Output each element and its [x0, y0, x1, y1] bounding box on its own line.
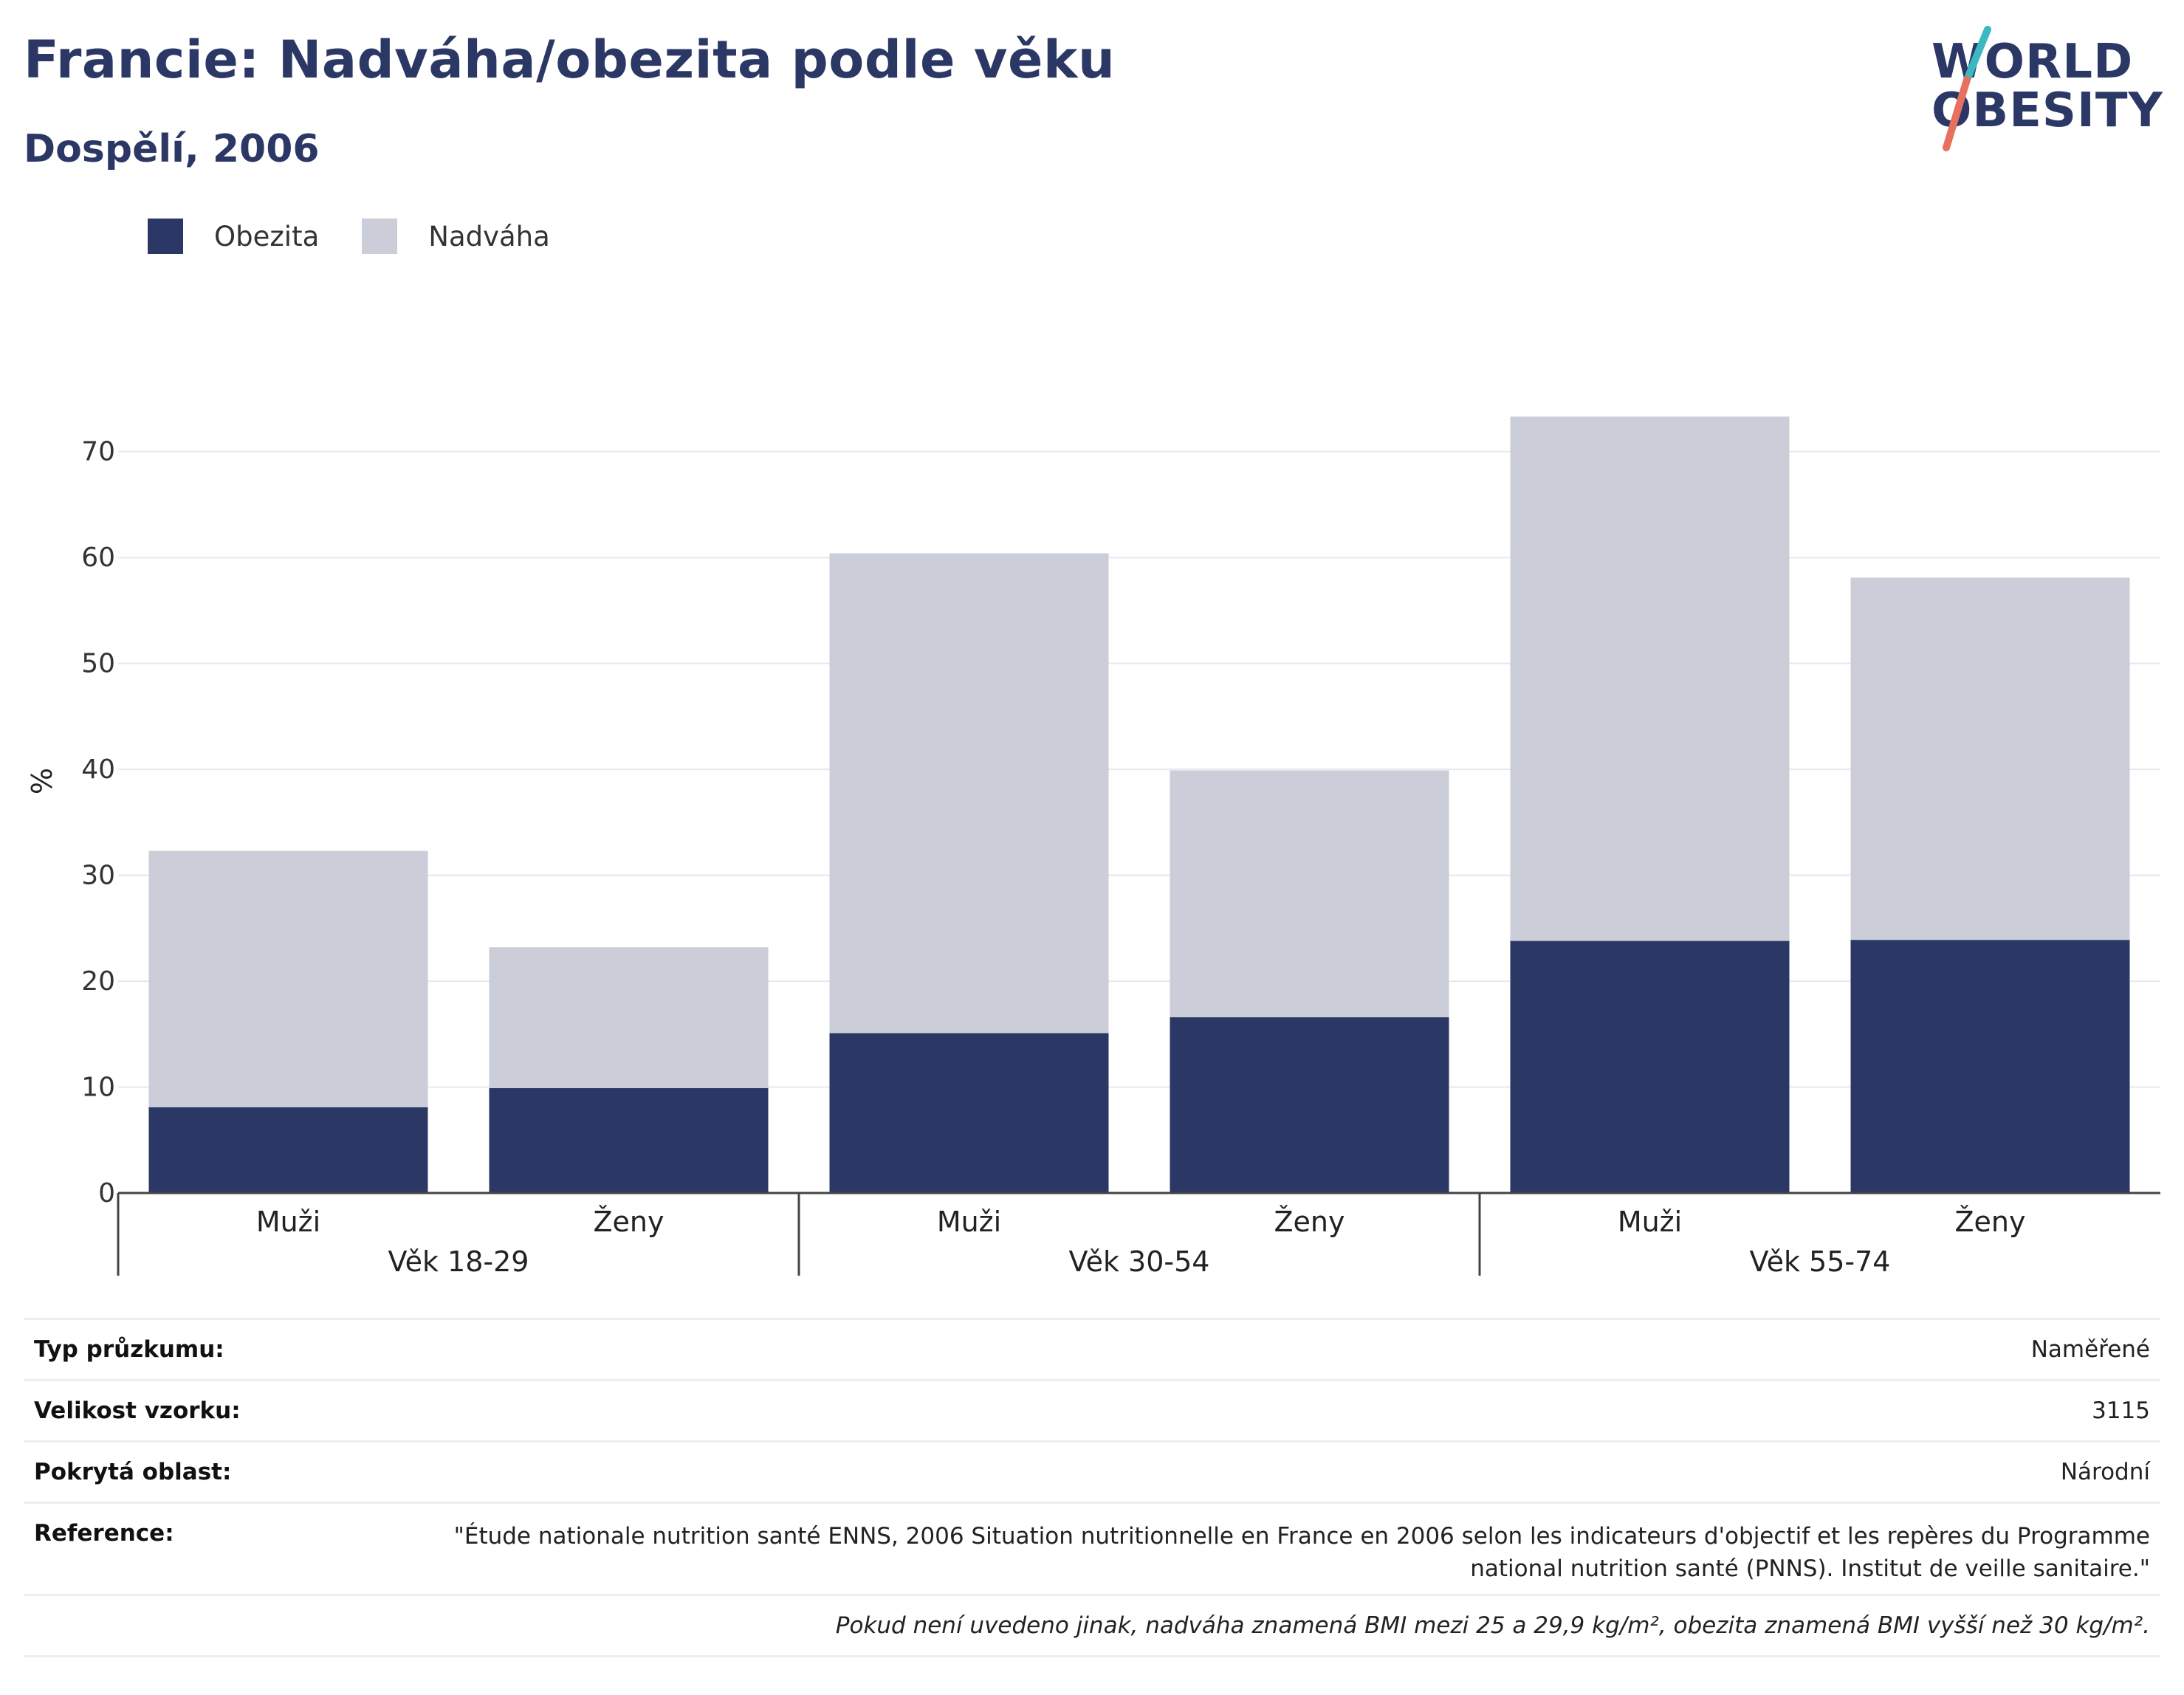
x-category-label: Ženy [1274, 1206, 1345, 1238]
y-tick-label: 60 [81, 543, 115, 573]
survey-info-table: Typ průzkumu: Naměřené Velikost vzorku: … [24, 1318, 2160, 1657]
y-tick-label: 40 [81, 754, 115, 785]
bar-nadvaha [148, 850, 428, 1107]
info-row-bmi-note: Pokud není uvedeno jinak, nadváha znamen… [24, 1594, 2160, 1655]
bar-nadvaha [1170, 770, 1449, 1017]
bar-obezita [1170, 1017, 1449, 1193]
info-row-sample-size: Velikost vzorku: 3115 [24, 1379, 2160, 1440]
info-row-reference: Reference: "Étude nationale nutrition sa… [24, 1502, 2160, 1594]
bar-obezita [829, 1033, 1109, 1193]
info-label: Pokrytá oblast: [34, 1459, 232, 1485]
legend-swatch-obezita [148, 219, 183, 254]
bar-obezita [1510, 941, 1790, 1193]
bar-obezita [1850, 940, 2130, 1193]
y-tick-label: 20 [81, 966, 115, 997]
x-group-label: Věk 30-54 [1069, 1245, 1210, 1278]
x-category-label: Muži [1618, 1206, 1682, 1238]
bar-nadvaha [1850, 577, 2130, 941]
chart-title: Francie: Nadváha/obezita podle věku [24, 30, 1116, 90]
x-category-label: Muži [256, 1206, 320, 1238]
bar-obezita [148, 1107, 428, 1193]
bar-obezita [489, 1087, 769, 1193]
y-tick-label: 70 [81, 437, 115, 467]
legend-label-obezita: Obezita [214, 220, 320, 252]
info-value: 3115 [2092, 1397, 2150, 1424]
info-value: "Étude nationale nutrition santé ENNS, 2… [453, 1523, 2150, 1582]
legend-swatch-nadvaha [362, 219, 398, 254]
y-tick-label: 50 [81, 649, 115, 679]
logo-slash-icon [1943, 26, 1991, 151]
chart-legend: Obezita Nadváha [148, 219, 593, 254]
stacked-bar-chart: 0 10 20 30 40 50 60 70% Muži Ženy Muži Ženy Muži Ženy… [26, 416, 2160, 1278]
legend-item-nadvaha: Nadváha [362, 219, 550, 254]
x-category-label: Ženy [1955, 1206, 2026, 1238]
info-value: Naměřené [2030, 1336, 2150, 1363]
bar-nadvaha [1510, 416, 1790, 941]
info-value: Národní [2060, 1459, 2150, 1485]
x-group-label: Věk 55-74 [1750, 1245, 1891, 1278]
y-axis-label: % [26, 768, 58, 794]
y-tick-label: 10 [81, 1073, 115, 1103]
x-group-label: Věk 18-29 [388, 1245, 529, 1278]
world-obesity-logo: WORLD OBESITY [1920, 22, 2171, 155]
logo-word-obesity: OBESITY [1931, 83, 2163, 138]
bar-nadvaha [489, 947, 769, 1088]
bmi-definition-note: Pokud není uvedeno jinak, nadváha znamen… [835, 1612, 2150, 1639]
legend-item-obezita: Obezita [148, 219, 319, 254]
info-row-survey-type: Typ průzkumu: Naměřené [24, 1318, 2160, 1379]
y-tick-label: 0 [98, 1178, 115, 1208]
info-row-coverage: Pokrytá oblast: Národní [24, 1440, 2160, 1502]
info-table-bottom-rule [24, 1655, 2160, 1657]
x-category-label: Ženy [594, 1206, 665, 1238]
chart-subtitle: Dospělí, 2006 [24, 127, 320, 171]
y-tick-label: 30 [81, 861, 115, 891]
bar-nadvaha [829, 553, 1109, 1034]
info-label: Typ průzkumu: [34, 1336, 224, 1363]
x-category-label: Muži [937, 1206, 1001, 1238]
info-label: Reference: [34, 1520, 174, 1547]
legend-label-nadvaha: Nadváha [428, 220, 550, 252]
info-label: Velikost vzorku: [34, 1397, 241, 1424]
